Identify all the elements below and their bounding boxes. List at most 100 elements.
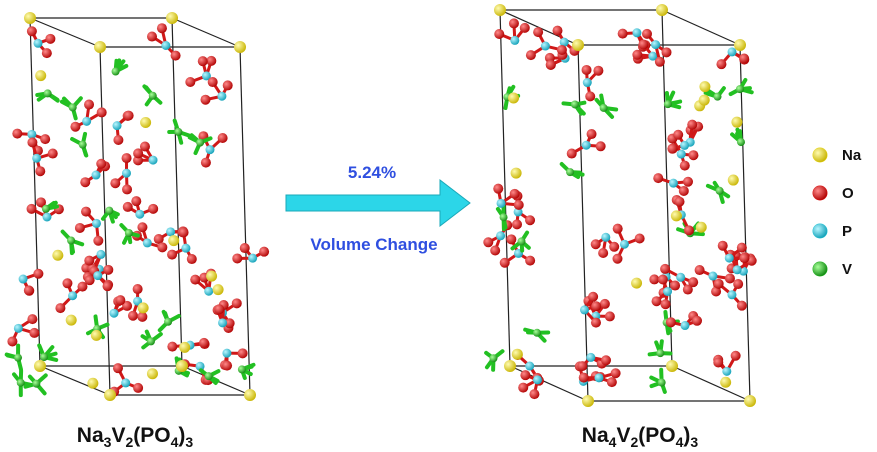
atom (510, 189, 520, 199)
atom (75, 223, 85, 233)
atom (217, 92, 226, 101)
atom (34, 360, 46, 372)
atom (244, 389, 256, 401)
atom (688, 150, 698, 160)
atom (34, 39, 43, 48)
atom (716, 187, 724, 195)
atom (48, 149, 58, 159)
legend-label: V (842, 261, 852, 278)
atom (737, 243, 747, 253)
atom (84, 100, 94, 110)
atom (737, 301, 747, 311)
atom (494, 4, 506, 16)
atom (94, 41, 106, 53)
atom (572, 39, 584, 51)
atom (27, 204, 37, 214)
atom (496, 231, 505, 240)
atom (533, 27, 543, 37)
atom (110, 178, 120, 188)
atom (722, 367, 731, 376)
atom (525, 215, 535, 225)
formula-text: ) (178, 424, 185, 447)
atom (670, 281, 680, 291)
atom (571, 100, 579, 108)
atom (62, 278, 72, 288)
atom (234, 41, 246, 53)
atom (733, 279, 743, 289)
atom (720, 377, 731, 388)
atom (525, 362, 534, 371)
atom (33, 269, 43, 279)
atom (683, 285, 693, 295)
atom (240, 243, 250, 253)
atom (582, 141, 591, 150)
atom (166, 227, 175, 236)
atom (552, 26, 562, 36)
atom (122, 169, 131, 178)
atom (214, 304, 224, 314)
atom (652, 296, 662, 306)
atom (222, 349, 231, 358)
atom (42, 205, 50, 213)
formula-subscript: 4 (676, 434, 684, 450)
formula-text: ) (683, 424, 690, 447)
atom (666, 317, 676, 327)
atom (663, 287, 672, 296)
atom (137, 222, 147, 232)
atom (504, 360, 516, 372)
atom (699, 81, 710, 92)
arrow-shape (286, 180, 470, 226)
atom (113, 121, 122, 130)
formula-subscript: 3 (690, 434, 698, 450)
atom (179, 227, 189, 237)
arrow-top-text: 5.24% (348, 163, 396, 182)
atom (635, 234, 645, 244)
atom (731, 351, 741, 361)
legend-marker-shade (813, 186, 827, 200)
atom (40, 134, 50, 144)
atom (713, 357, 723, 367)
atom (591, 301, 601, 311)
atom (727, 290, 736, 299)
atom (66, 315, 77, 326)
atom (166, 12, 178, 24)
legend-marker-shade (813, 262, 827, 276)
atom (123, 202, 133, 212)
atom (620, 240, 629, 249)
atom (593, 66, 603, 76)
atom (122, 184, 132, 194)
atom (736, 85, 744, 93)
atom (510, 36, 519, 45)
atom (196, 139, 204, 147)
atom (667, 144, 677, 154)
atom (666, 360, 678, 372)
atom (187, 254, 197, 264)
legend-label: O (842, 185, 854, 202)
atom (600, 299, 610, 309)
atom (658, 379, 666, 387)
atom (632, 50, 642, 60)
atom (140, 141, 150, 151)
atom (601, 355, 611, 365)
atom (140, 117, 151, 128)
atom (164, 318, 172, 326)
atom (609, 242, 619, 252)
atom (96, 159, 106, 169)
atom (588, 292, 598, 302)
atom (232, 298, 242, 308)
atom (526, 50, 536, 60)
atom (508, 92, 519, 103)
atom (93, 271, 102, 280)
legend-marker-shade (813, 148, 827, 162)
atom (737, 138, 745, 146)
atom (733, 265, 742, 274)
atom (671, 210, 682, 221)
atom (683, 177, 693, 187)
atom (133, 383, 143, 393)
formula-subscript: 4 (609, 434, 617, 450)
atom (520, 23, 530, 33)
atom (591, 318, 601, 328)
atom (248, 254, 257, 263)
atom (716, 59, 726, 69)
